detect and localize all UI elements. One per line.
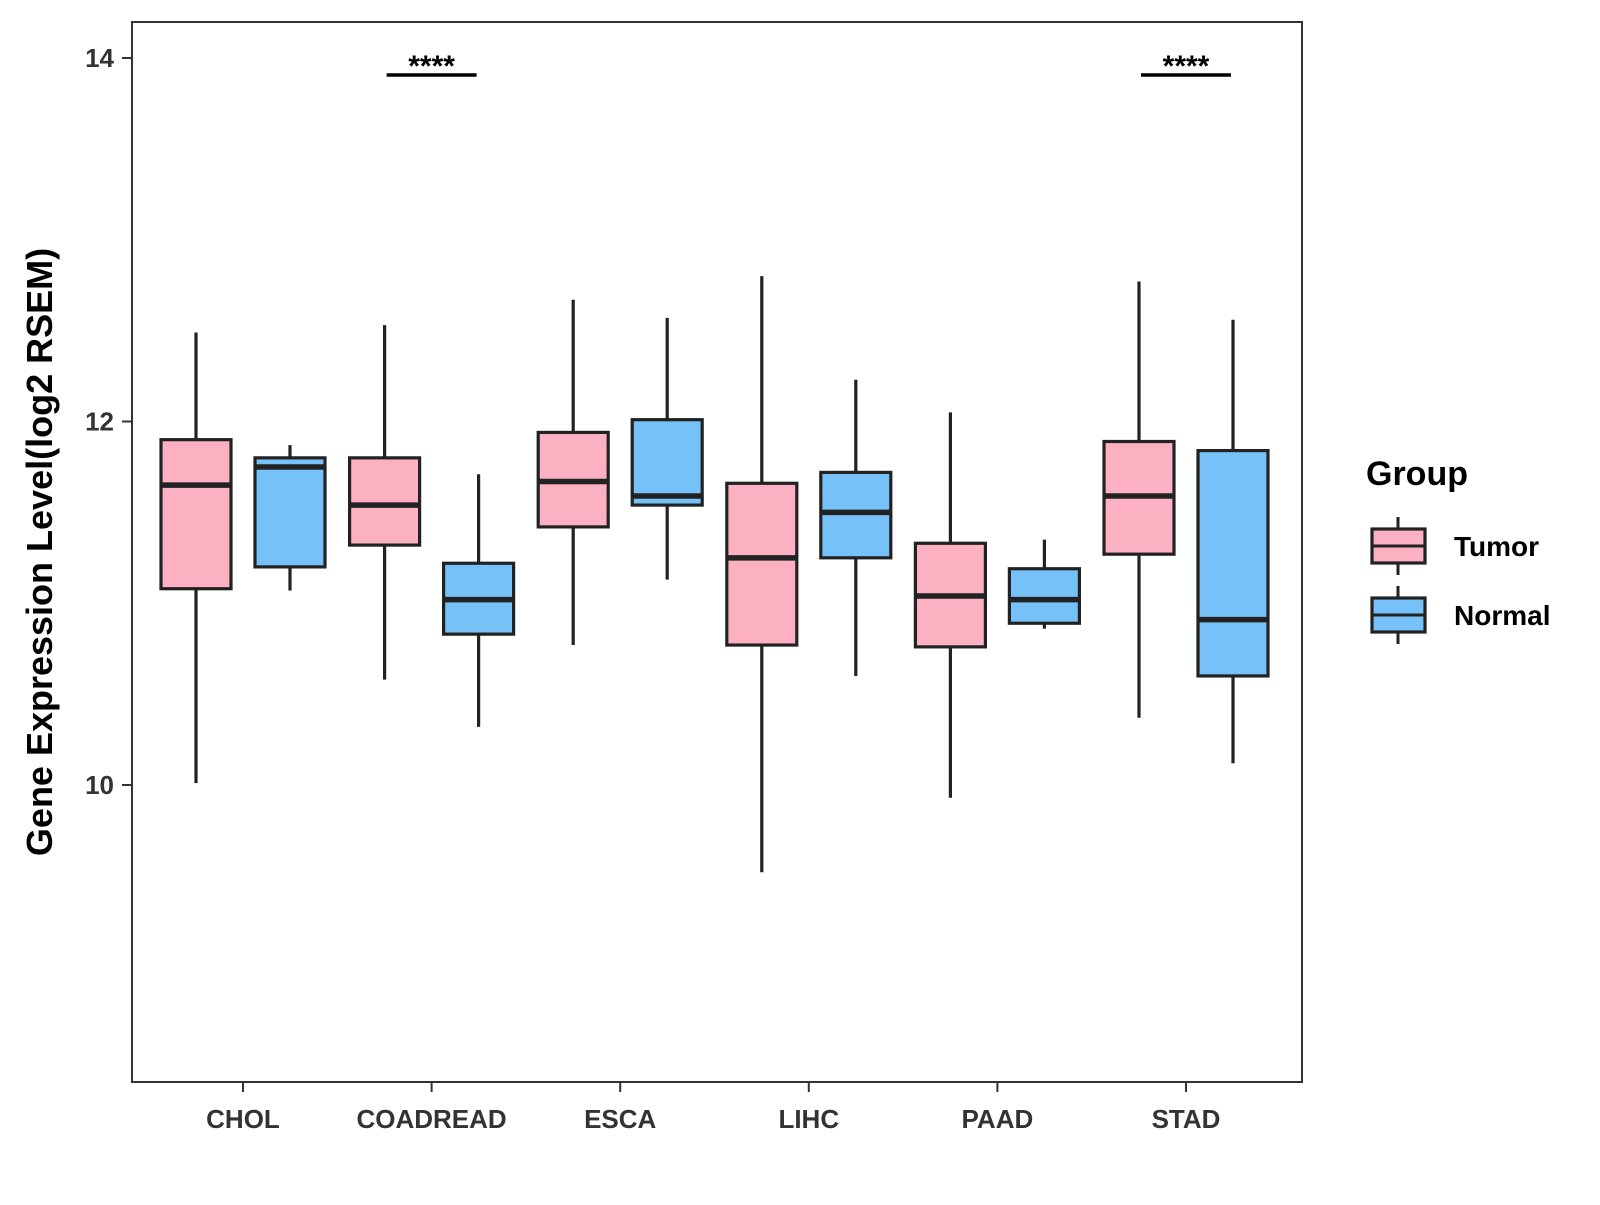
iqr-box (348, 456, 422, 547)
legend-item-label: Tumor (1454, 531, 1539, 562)
x-tick-label: LIHC (778, 1104, 839, 1134)
box-tumor-chol (159, 332, 233, 784)
iqr-box (630, 418, 704, 507)
significance-label: **** (1163, 50, 1210, 83)
box-layer (159, 276, 1270, 873)
significance-coadread: **** (386, 50, 477, 83)
significance-layer: **** **** (386, 50, 1231, 83)
legend-item-label: Normal (1454, 600, 1550, 631)
box-normal-chol (253, 445, 327, 591)
legend: Group Tumor Normal (1366, 455, 1550, 644)
box-tumor-coadread (348, 325, 422, 680)
significance-label: **** (408, 50, 455, 83)
box-tumor-esca (536, 299, 610, 646)
box-tumor-stad (1102, 281, 1176, 718)
iqr-box (159, 438, 233, 591)
box-tumor-paad (913, 412, 988, 798)
significance-stad: **** (1141, 50, 1231, 83)
y-tick-label: 10 (85, 770, 114, 800)
legend-item-normal: Normal (1370, 586, 1550, 644)
legend-item-tumor: Tumor (1370, 517, 1539, 575)
x-tick-label: COADREAD (356, 1104, 506, 1134)
axes-layer: 10 12 14 CHOL COADREAD ESCA LIHC PAAD STAD (85, 43, 1220, 1134)
iqr-box (253, 456, 327, 569)
y-axis-title: Gene Expression Level(log2 RSEM) (19, 248, 60, 856)
plot-panel-border (131, 21, 1303, 1083)
x-tick-label: STAD (1152, 1104, 1221, 1134)
y-tick-label: 12 (85, 407, 114, 437)
legend-title: Group (1366, 455, 1468, 493)
y-tick-label: 14 (85, 43, 114, 73)
box-normal-paad (1007, 539, 1082, 629)
box-normal-stad (1196, 319, 1270, 764)
x-tick-label: CHOL (206, 1104, 280, 1134)
x-tick-label: ESCA (584, 1104, 656, 1134)
box-tumor-lihc (725, 276, 799, 873)
iqr-box (1196, 448, 1270, 678)
iqr-box (1007, 567, 1082, 625)
box-normal-esca (630, 317, 704, 580)
box-normal-lihc (819, 379, 893, 676)
x-tick-label: PAAD (962, 1104, 1034, 1134)
box-normal-coadread (442, 474, 516, 727)
iqr-box (725, 481, 799, 647)
